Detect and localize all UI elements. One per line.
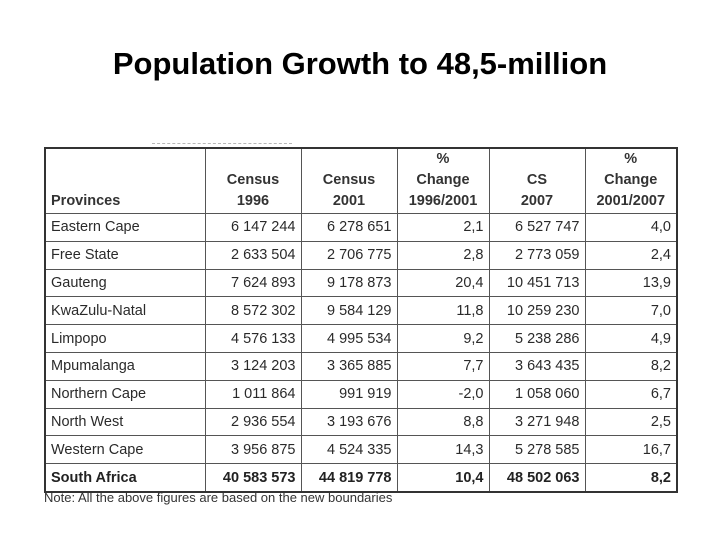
table-row: Northern Cape 1 011 864 991 919 -2,0 1 058 0… — [44, 379, 678, 409]
column-header-line: 2007 — [520, 193, 554, 209]
value-cell: 11,8 — [396, 296, 490, 326]
province-name-cell: Western Cape — [44, 435, 206, 465]
slide-title: Population Growth to 48,5-million — [112, 46, 608, 81]
value-cell: 991 919 — [300, 379, 398, 409]
value-cell: 4 576 133 — [204, 324, 302, 353]
province-name-cell: KwaZulu-Natal — [44, 296, 206, 326]
value-cell: 4,9 — [584, 324, 678, 353]
column-header-line: 1996 — [236, 193, 270, 209]
table-row: Eastern Cape 6 147 244 6 278 651 2,1 6 527 7… — [44, 213, 678, 242]
value-cell: 3 956 875 — [204, 435, 302, 465]
faint-divider — [152, 143, 292, 144]
value-cell: 6 527 747 — [488, 213, 586, 242]
value-cell: 2 773 059 — [488, 240, 586, 270]
column-header: Census 1996 — [204, 147, 302, 214]
value-cell: 14,3 — [396, 435, 490, 465]
province-name-cell: Eastern Cape — [44, 213, 206, 242]
value-cell: 3 365 885 — [300, 351, 398, 381]
value-cell: 3 124 203 — [204, 351, 302, 381]
value-cell: 9 178 873 — [300, 268, 398, 298]
column-header-line: % — [624, 151, 638, 167]
table-header-row: Provinces Census 1996 Census 2001% Change 1996… — [44, 147, 678, 214]
table-row: Limpopo 4 576 133 4 995 534 9,2 5 238 286 4,9 — [44, 324, 678, 353]
table-row: Western Cape 3 956 875 4 524 335 14,3 5 278 … — [44, 435, 678, 465]
value-cell: 10 451 713 — [488, 268, 586, 298]
value-cell: 7 624 893 — [204, 268, 302, 298]
value-cell: 2,8 — [396, 240, 490, 270]
value-cell: 2 633 504 — [204, 240, 302, 270]
column-header: Census 2001 — [300, 147, 398, 214]
value-cell: 4 995 534 — [300, 324, 398, 353]
province-name-cell: North West — [44, 407, 206, 437]
value-cell: 8,2 — [584, 463, 678, 493]
value-cell: 4 524 335 — [300, 435, 398, 465]
column-header-line: Provinces — [51, 193, 121, 209]
value-cell: 7,7 — [396, 351, 490, 381]
population-table: Provinces Census 1996 Census 2001% Change 1996… — [44, 147, 678, 493]
value-cell: 2,4 — [584, 240, 678, 270]
value-cell: 4,0 — [584, 213, 678, 242]
value-cell: 6 147 244 — [204, 213, 302, 242]
value-cell: 9 584 129 — [300, 296, 398, 326]
column-header: CS 2007 — [488, 147, 586, 214]
value-cell: 2,1 — [396, 213, 490, 242]
province-name-cell: Northern Cape — [44, 379, 206, 409]
value-cell: 3 193 676 — [300, 407, 398, 437]
value-cell: 10,4 — [396, 463, 490, 493]
column-header-line: Census — [322, 172, 376, 188]
value-cell: 40 583 573 — [204, 463, 302, 493]
province-name-cell: Mpumalanga — [44, 351, 206, 381]
value-cell: 20,4 — [396, 268, 490, 298]
column-header-line: % — [436, 151, 450, 167]
value-cell: 48 502 063 — [488, 463, 586, 493]
value-cell: 7,0 — [584, 296, 678, 326]
column-header-line: CS — [526, 172, 548, 188]
column-header-line: 1996/2001 — [408, 193, 478, 209]
province-name-cell: Gauteng — [44, 268, 206, 298]
value-cell: 10 259 230 — [488, 296, 586, 326]
value-cell: 2,5 — [584, 407, 678, 437]
province-name-cell: South Africa — [44, 463, 206, 493]
province-name-cell: Limpopo — [44, 324, 206, 353]
value-cell: 44 819 778 — [300, 463, 398, 493]
value-cell: 16,7 — [584, 435, 678, 465]
value-cell: 6 278 651 — [300, 213, 398, 242]
value-cell: 3 643 435 — [488, 351, 586, 381]
table-row: North West 2 936 554 3 193 676 8,8 3 271 948… — [44, 407, 678, 437]
value-cell: 5 278 585 — [488, 435, 586, 465]
table-row: KwaZulu-Natal 8 572 302 9 584 129 11,8 10 25… — [44, 296, 678, 326]
province-name-cell: Free State — [44, 240, 206, 270]
column-header-line: Census — [226, 172, 280, 188]
value-cell: 8,2 — [584, 351, 678, 381]
table-body: Eastern Cape 6 147 244 6 278 651 2,1 6 527 7… — [44, 213, 678, 493]
value-cell: 2 706 775 — [300, 240, 398, 270]
value-cell: 8 572 302 — [204, 296, 302, 326]
table-row: Free State 2 633 504 2 706 775 2,8 2 773 059… — [44, 240, 678, 270]
table-row: Gauteng 7 624 893 9 178 873 20,4 10 451 713 1… — [44, 268, 678, 298]
value-cell: 9,2 — [396, 324, 490, 353]
table-row: Mpumalanga 3 124 203 3 365 885 7,7 3 643 435… — [44, 351, 678, 381]
column-header-provinces: Provinces — [44, 147, 206, 214]
value-cell: 5 238 286 — [488, 324, 586, 353]
column-header-line: Change — [416, 172, 470, 188]
value-cell: 8,8 — [396, 407, 490, 437]
column-header-line: 2001 — [332, 193, 366, 209]
column-header-line: 2001/2007 — [596, 193, 666, 209]
column-header-line: Change — [604, 172, 658, 188]
value-cell: 1 011 864 — [204, 379, 302, 409]
table-footnote: Note: All the above figures are based on… — [44, 490, 393, 505]
column-header: % Change 2001/2007 — [584, 147, 678, 214]
value-cell: 6,7 — [584, 379, 678, 409]
total-row: South Africa 40 583 573 44 819 778 10,4 48 5… — [44, 463, 678, 493]
value-cell: 13,9 — [584, 268, 678, 298]
column-header: % Change 1996/2001 — [396, 147, 490, 214]
population-table-container: Provinces Census 1996 Census 2001% Change 1996… — [44, 143, 678, 493]
value-cell: -2,0 — [396, 379, 490, 409]
value-cell: 1 058 060 — [488, 379, 586, 409]
value-cell: 2 936 554 — [204, 407, 302, 437]
value-cell: 3 271 948 — [488, 407, 586, 437]
